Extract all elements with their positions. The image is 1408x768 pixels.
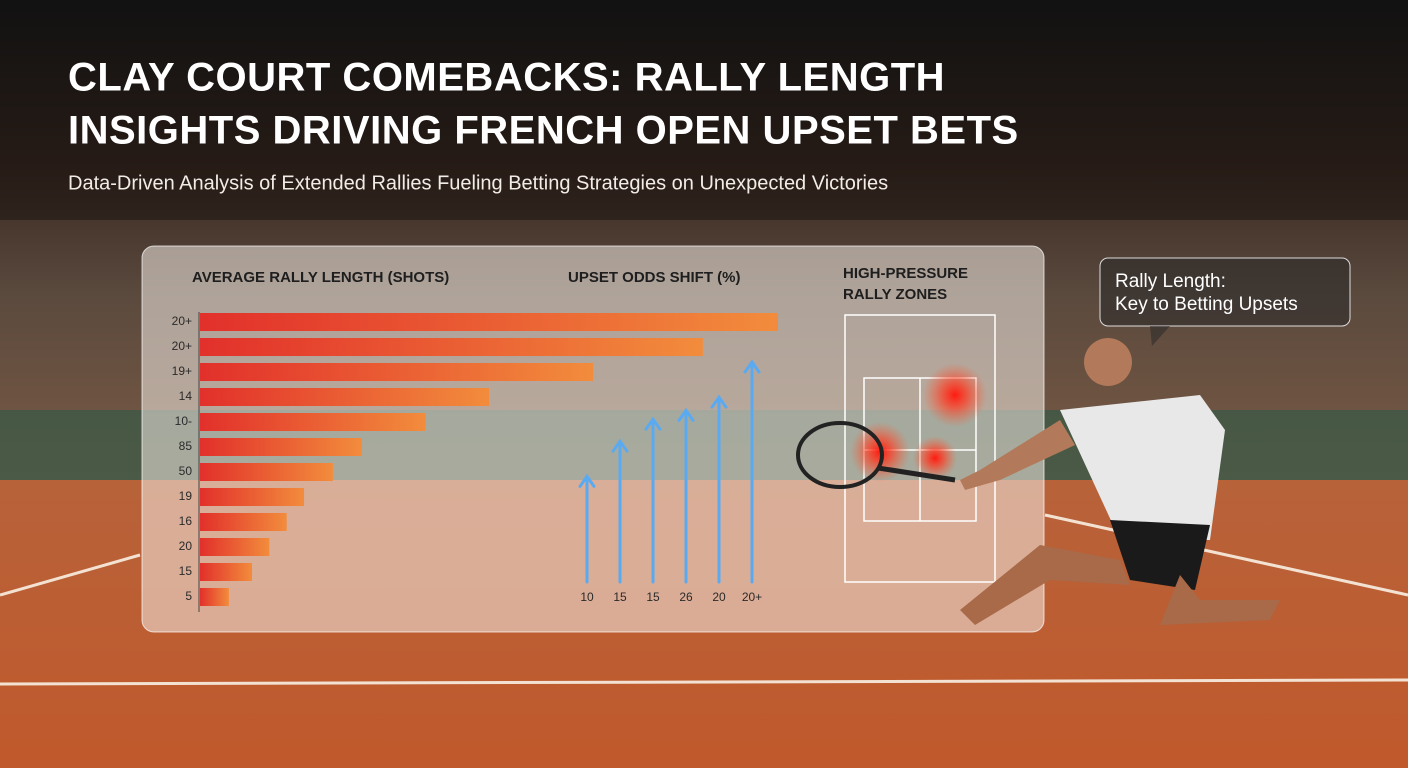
bar <box>200 513 287 531</box>
bar <box>200 363 594 381</box>
subtitle: Data-Driven Analysis of Extended Rallies… <box>68 172 888 194</box>
x-tick-label: 15 <box>613 590 627 604</box>
bar <box>200 313 778 331</box>
y-tick-label: 85 <box>179 439 193 453</box>
y-tick-label: 5 <box>185 589 192 603</box>
title-shade <box>0 0 1408 220</box>
heat-zone <box>923 363 987 427</box>
x-tick-label: 20+ <box>742 590 762 604</box>
bar <box>200 538 270 556</box>
callout-text: Key to Betting Upsets <box>1115 294 1298 315</box>
y-tick-label: 14 <box>179 389 193 403</box>
y-tick-label: 16 <box>179 514 193 528</box>
title: CLAY COURT COMEBACKS: RALLY LENGTH <box>68 56 945 100</box>
bar <box>200 438 362 456</box>
title: INSIGHTS DRIVING FRENCH OPEN UPSET BETS <box>68 109 1019 153</box>
x-tick-label: 26 <box>679 590 693 604</box>
y-tick-label: 19 <box>179 489 193 503</box>
bar <box>200 413 426 431</box>
y-tick-label: 20+ <box>172 314 192 328</box>
y-tick-label: 19+ <box>172 364 192 378</box>
heat-zone <box>913 436 957 480</box>
bar <box>200 588 229 606</box>
callout-text: Rally Length: <box>1115 271 1226 292</box>
y-tick-label: 50 <box>179 464 193 478</box>
court-line <box>1044 513 1408 597</box>
callout-pointer <box>1150 326 1170 346</box>
bar <box>200 563 253 581</box>
arrow <box>644 416 662 584</box>
bar <box>200 463 333 481</box>
zones-title: RALLY ZONES <box>843 286 947 303</box>
bar <box>200 388 489 406</box>
chart-title: AVERAGE RALLY LENGTH (SHOTS) <box>192 269 449 286</box>
y-tick-label: 10- <box>175 414 192 428</box>
arrow <box>743 359 761 584</box>
x-tick-label: 15 <box>646 590 660 604</box>
callout-box <box>1099 257 1351 327</box>
bar <box>200 338 703 356</box>
chart-title: UPSET ODDS SHIFT (%) <box>568 269 741 286</box>
y-tick-label: 20 <box>179 539 193 553</box>
x-tick-label: 20 <box>712 590 726 604</box>
x-tick-label: 10 <box>580 590 594 604</box>
arrow <box>710 394 728 584</box>
arrow <box>578 473 596 584</box>
arrow <box>611 438 629 584</box>
y-tick-label: 20+ <box>172 339 192 353</box>
y-tick-label: 15 <box>179 564 193 578</box>
bar <box>200 488 305 506</box>
baseline <box>0 678 1408 686</box>
court-line <box>0 553 141 597</box>
arrow <box>677 407 695 584</box>
player <box>796 338 1280 625</box>
zones-title: HIGH-PRESSURE <box>843 265 968 282</box>
